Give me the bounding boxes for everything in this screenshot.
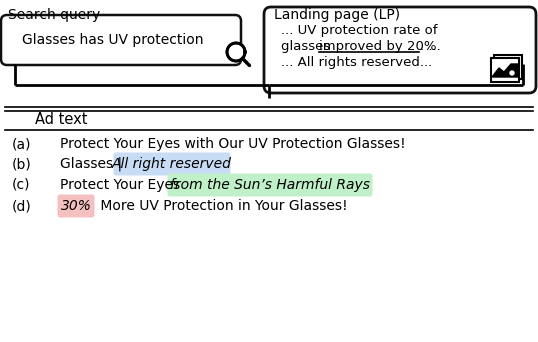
Text: 30%: 30% [61, 199, 91, 213]
Text: Glasses has UV protection: Glasses has UV protection [22, 33, 204, 47]
FancyBboxPatch shape [58, 195, 95, 218]
Circle shape [510, 71, 514, 75]
FancyBboxPatch shape [167, 173, 372, 197]
Text: Landing page (LP): Landing page (LP) [274, 8, 400, 22]
Text: . ...: . ... [420, 40, 441, 53]
Text: glasses: glasses [281, 40, 339, 53]
Text: Protect Your Eyes with Our UV Protection Glasses!: Protect Your Eyes with Our UV Protection… [60, 137, 406, 151]
Text: Ad text: Ad text [35, 112, 88, 127]
Text: More UV Protection in Your Glasses!: More UV Protection in Your Glasses! [96, 199, 348, 213]
FancyBboxPatch shape [264, 7, 536, 93]
Text: from the Sun’s Harmful Rays: from the Sun’s Harmful Rays [170, 178, 370, 192]
Bar [494, 55, 522, 79]
Text: (d): (d) [12, 199, 32, 213]
Text: Search query: Search query [8, 8, 100, 22]
Circle shape [509, 70, 515, 76]
Text: improved by 20%: improved by 20% [319, 40, 436, 53]
FancyBboxPatch shape [114, 153, 230, 175]
Text: ... UV protection rate of: ... UV protection rate of [281, 24, 437, 37]
Text: All right reserved: All right reserved [112, 157, 232, 171]
Text: (a): (a) [12, 137, 32, 151]
Text: (b): (b) [12, 157, 32, 171]
Text: Protect Your Eyes: Protect Your Eyes [60, 178, 185, 192]
Bar [491, 58, 519, 82]
Text: Glasses |: Glasses | [60, 157, 126, 171]
FancyBboxPatch shape [1, 15, 241, 65]
Text: (c): (c) [12, 178, 31, 192]
Text: ... All rights reserved...: ... All rights reserved... [281, 56, 432, 69]
Polygon shape [227, 43, 245, 61]
Polygon shape [492, 64, 518, 77]
